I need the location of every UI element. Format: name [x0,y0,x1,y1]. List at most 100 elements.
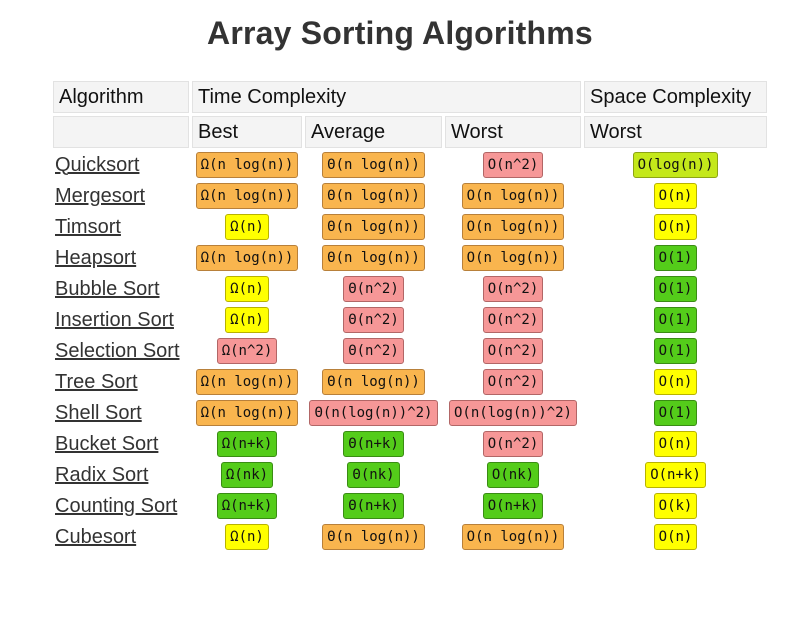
average-complexity-badge: Θ(n log(n)) [322,152,425,178]
space-complexity-badge: O(1) [653,400,698,426]
space-cell: O(1) [584,275,767,303]
best-cell: Ω(n) [192,523,302,551]
average-complexity-badge: Θ(n+k) [343,493,404,519]
algorithm-cell: Heapsort [53,244,189,272]
best-cell: Ω(n) [192,306,302,334]
algorithm-cell: Mergesort [53,182,189,210]
header-blank [53,116,189,148]
algorithm-cell: Bubble Sort [53,275,189,303]
average-cell: Θ(n log(n)) [305,523,442,551]
average-cell: Θ(nk) [305,461,442,489]
worst-complexity-badge: O(n log(n)) [461,524,565,550]
space-cell: O(n) [584,523,767,551]
algorithm-cell: Cubesort [53,523,189,551]
best-cell: Ω(n+k) [192,430,302,458]
page-title: Array Sorting Algorithms [207,15,593,51]
space-complexity-badge: O(n) [653,524,698,550]
algorithm-link[interactable]: Insertion Sort [55,308,174,331]
average-complexity-badge: Θ(n log(n)) [322,245,425,271]
worst-cell: O(n+k) [445,492,581,520]
average-cell: Θ(n log(n)) [305,368,442,396]
header-row-top: Algorithm Time Complexity Space Complexi… [53,81,767,113]
algorithm-link[interactable]: Bubble Sort [55,277,160,300]
space-cell: O(n) [584,213,767,241]
worst-complexity-badge: O(n^2) [482,152,544,178]
table-row: Timsort Ω(n) Θ(n log(n)) O(n log(n)) O(n) [53,213,767,241]
algorithm-link[interactable]: Mergesort [55,184,146,207]
algorithm-cell: Bucket Sort [53,430,189,458]
table-body: Quicksort Ω(n log(n)) Θ(n log(n)) O(n^2) O(l… [53,151,767,551]
algorithm-link[interactable]: Shell Sort [55,401,142,424]
worst-complexity-badge: O(n+k) [482,493,544,519]
table-row: Shell Sort Ω(n log(n)) Θ(n(log(n))^2) O(n(l… [53,399,767,427]
worst-cell: O(n^2) [445,430,581,458]
algorithm-link[interactable]: Cubesort [55,525,137,548]
worst-cell: O(n log(n)) [445,523,581,551]
algorithm-link[interactable]: Quicksort [55,153,140,176]
space-cell: O(log(n)) [584,151,767,179]
space-cell: O(n+k) [584,461,767,489]
worst-complexity-badge: O(n log(n)) [461,214,565,240]
table-row: Counting Sort Ω(n+k) Θ(n+k) O(n+k) O(k) [53,492,767,520]
best-cell: Ω(n log(n)) [192,182,302,210]
space-cell: O(n) [584,368,767,396]
algorithm-link[interactable]: Heapsort [55,246,137,269]
worst-cell: O(n^2) [445,368,581,396]
algorithm-link[interactable]: Bucket Sort [55,432,159,455]
header-row-sub: Best Average Worst Worst [53,116,767,148]
best-cell: Ω(n) [192,275,302,303]
algorithm-link[interactable]: Selection Sort [55,339,180,362]
best-cell: Ω(n) [192,213,302,241]
average-complexity-badge: Θ(n^2) [343,276,404,302]
space-cell: O(k) [584,492,767,520]
space-complexity-badge: O(1) [653,276,698,302]
worst-complexity-badge: O(nk) [486,462,540,488]
algorithm-cell: Tree Sort [53,368,189,396]
table-header: Algorithm Time Complexity Space Complexi… [53,81,767,148]
table-row: Bubble Sort Ω(n) Θ(n^2) O(n^2) O(1) [53,275,767,303]
average-complexity-badge: Θ(n+k) [343,431,404,457]
header-best: Best [192,116,302,148]
best-complexity-badge: Ω(n^2) [216,338,278,364]
algorithm-link[interactable]: Tree Sort [55,370,138,393]
worst-complexity-badge: O(n^2) [482,307,544,333]
average-complexity-badge: Θ(n log(n)) [322,369,425,395]
average-cell: Θ(n log(n)) [305,244,442,272]
algorithm-link[interactable]: Radix Sort [55,463,149,486]
best-complexity-badge: Ω(n log(n)) [195,369,299,395]
header-space-worst: Worst [584,116,767,148]
header-worst: Worst [445,116,581,148]
average-complexity-badge: Θ(n log(n)) [322,214,425,240]
table-row: Heapsort Ω(n log(n)) Θ(n log(n)) O(n log(n)… [53,244,767,272]
best-complexity-badge: Ω(n log(n)) [195,400,299,426]
header-average: Average [305,116,442,148]
average-cell: Θ(n^2) [305,275,442,303]
space-complexity-badge: O(1) [653,338,698,364]
space-complexity-badge: O(n) [653,369,698,395]
header-time-complexity: Time Complexity [192,81,581,113]
table-row: Cubesort Ω(n) Θ(n log(n)) O(n log(n)) O(n) [53,523,767,551]
table-row: Tree Sort Ω(n log(n)) Θ(n log(n)) O(n^2) O(n… [53,368,767,396]
algorithm-link[interactable]: Counting Sort [55,494,178,517]
table-row: Mergesort Ω(n log(n)) Θ(n log(n)) O(n log(n… [53,182,767,210]
algorithm-link[interactable]: Timsort [55,215,121,238]
average-cell: Θ(n^2) [305,337,442,365]
algorithm-cell: Selection Sort [53,337,189,365]
best-complexity-badge: Ω(n log(n)) [195,183,299,209]
best-cell: Ω(n^2) [192,337,302,365]
worst-complexity-badge: O(n log(n)) [461,183,565,209]
table-row: Selection Sort Ω(n^2) Θ(n^2) O(n^2) O(1) [53,337,767,365]
worst-complexity-badge: O(n^2) [482,338,544,364]
average-complexity-badge: Θ(n log(n)) [322,524,425,550]
table-row: Insertion Sort Ω(n) Θ(n^2) O(n^2) O(1) [53,306,767,334]
space-cell: O(1) [584,244,767,272]
worst-complexity-badge: O(n^2) [482,276,544,302]
table-row: Quicksort Ω(n log(n)) Θ(n log(n)) O(n^2) O(l… [53,151,767,179]
space-cell: O(n) [584,182,767,210]
average-complexity-badge: Θ(n(log(n))^2) [309,400,438,426]
worst-complexity-badge: O(n(log(n))^2) [448,400,577,426]
average-cell: Θ(n log(n)) [305,151,442,179]
worst-cell: O(n^2) [445,337,581,365]
table-row: Radix Sort Ω(nk) Θ(nk) O(nk) O(n+k) [53,461,767,489]
space-complexity-badge: O(n+k) [645,462,706,488]
